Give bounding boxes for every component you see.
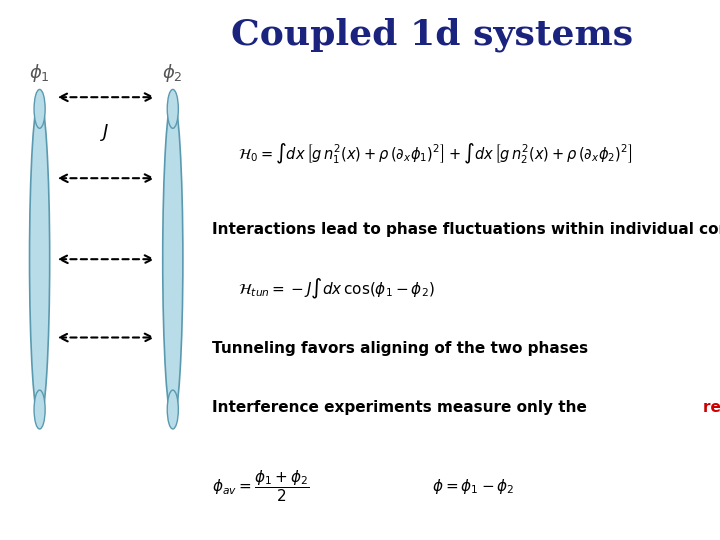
Text: $\mathcal{H}_{tun} = -J \int dx\, \cos(\phi_1 - \phi_2)$: $\mathcal{H}_{tun} = -J \int dx\, \cos(\… <box>238 277 434 301</box>
Ellipse shape <box>34 390 45 429</box>
Text: $\mathcal{H}_0 = \int dx\, \left[g\, n_1^2(x) + \rho\,(\partial_x \phi_1)^2\righ: $\mathcal{H}_0 = \int dx\, \left[g\, n_1… <box>238 142 632 166</box>
FancyArrowPatch shape <box>60 174 153 182</box>
Ellipse shape <box>163 97 183 421</box>
Text: Interactions lead to phase fluctuations within individual condensates: Interactions lead to phase fluctuations … <box>212 222 720 237</box>
Text: relative phase: relative phase <box>703 400 720 415</box>
Text: $J$: $J$ <box>99 122 109 143</box>
Text: Tunneling favors aligning of the two phases: Tunneling favors aligning of the two pha… <box>212 341 588 356</box>
Text: $\phi_{av} = \dfrac{\phi_1 + \phi_2}{2}$: $\phi_{av} = \dfrac{\phi_1 + \phi_2}{2}$ <box>212 468 310 504</box>
FancyArrowPatch shape <box>60 93 153 101</box>
Ellipse shape <box>167 90 179 129</box>
Text: $\phi_1$: $\phi_1$ <box>30 62 50 84</box>
Ellipse shape <box>30 97 50 421</box>
Text: Coupled 1d systems: Coupled 1d systems <box>231 18 633 52</box>
Text: Interference experiments measure only the: Interference experiments measure only th… <box>212 400 593 415</box>
Ellipse shape <box>34 90 45 129</box>
FancyArrowPatch shape <box>60 255 153 263</box>
FancyArrowPatch shape <box>60 334 153 341</box>
Ellipse shape <box>167 390 179 429</box>
Text: $\phi_2$: $\phi_2$ <box>163 62 183 84</box>
Text: $\phi = \phi_1 - \phi_2$: $\phi = \phi_1 - \phi_2$ <box>432 476 515 496</box>
